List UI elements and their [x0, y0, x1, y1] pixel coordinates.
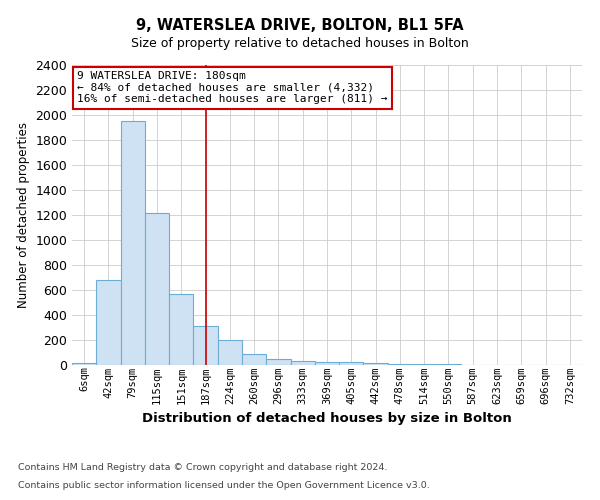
Bar [412, 364, 436, 365]
Bar [266, 360, 290, 365]
Text: Contains public sector information licensed under the Open Government Licence v3: Contains public sector information licen… [18, 481, 430, 490]
Bar [121, 121, 145, 365]
Y-axis label: Number of detached properties: Number of detached properties [17, 122, 30, 308]
Text: 9, WATERSLEA DRIVE, BOLTON, BL1 5FA: 9, WATERSLEA DRIVE, BOLTON, BL1 5FA [136, 18, 464, 32]
X-axis label: Distribution of detached houses by size in Bolton: Distribution of detached houses by size … [142, 412, 512, 425]
Bar [339, 362, 364, 365]
Bar [388, 364, 412, 365]
Bar [193, 326, 218, 365]
Bar [315, 362, 339, 365]
Bar [169, 294, 193, 365]
Bar [145, 212, 169, 365]
Bar [290, 361, 315, 365]
Bar [96, 280, 121, 365]
Bar [72, 363, 96, 365]
Text: 9 WATERSLEA DRIVE: 180sqm
← 84% of detached houses are smaller (4,332)
16% of se: 9 WATERSLEA DRIVE: 180sqm ← 84% of detac… [77, 71, 388, 104]
Text: Contains HM Land Registry data © Crown copyright and database right 2024.: Contains HM Land Registry data © Crown c… [18, 464, 388, 472]
Bar [218, 340, 242, 365]
Text: Size of property relative to detached houses in Bolton: Size of property relative to detached ho… [131, 38, 469, 51]
Bar [436, 364, 461, 365]
Bar [364, 363, 388, 365]
Bar [242, 354, 266, 365]
